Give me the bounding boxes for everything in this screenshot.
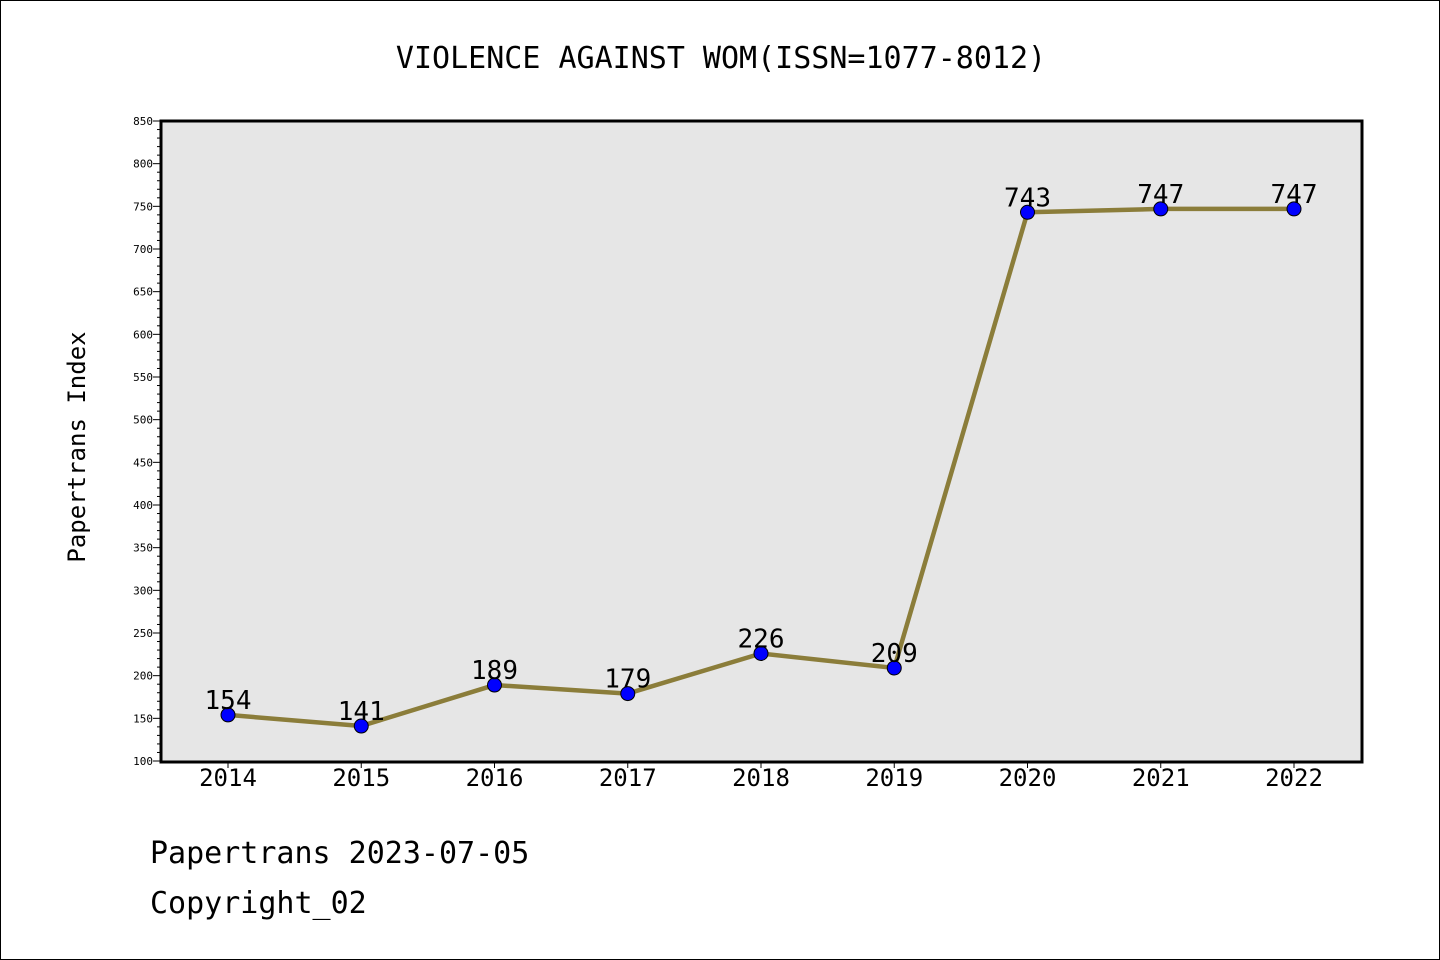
- footer-copyright: Copyright_02: [150, 886, 367, 921]
- y-tick-label: 200: [133, 670, 153, 683]
- data-label: 209: [871, 639, 918, 669]
- y-tick-label: 800: [133, 158, 153, 171]
- y-tick-label: 700: [133, 243, 153, 256]
- y-tick-label: 650: [133, 286, 153, 299]
- x-tick-label: 2017: [599, 764, 657, 792]
- y-tick-label: 400: [133, 499, 153, 512]
- data-label: 747: [1137, 180, 1184, 210]
- y-tick-label: 500: [133, 414, 153, 427]
- x-tick-label: 2019: [865, 764, 923, 792]
- data-point: [487, 677, 502, 693]
- data-label: 743: [1004, 183, 1051, 213]
- data-label: 141: [338, 697, 385, 727]
- x-tick-label: 2021: [1132, 764, 1190, 792]
- y-axis: 100 150 200 250 300 350 400 450 500 550 600 650 700 7…: [133, 115, 161, 768]
- x-tick-label: 2014: [199, 764, 257, 792]
- data-label: 179: [604, 665, 651, 695]
- y-tick-label: 750: [133, 200, 153, 213]
- y-tick-label: 550: [133, 371, 153, 384]
- y-tick-label: 250: [133, 627, 153, 640]
- y-tick-label: 100: [133, 755, 153, 768]
- data-point: [753, 645, 769, 661]
- x-tick-label: 2018: [732, 764, 790, 792]
- y-tick-label: 850: [133, 115, 153, 128]
- data-point: [1020, 204, 1035, 220]
- data-label: 226: [738, 624, 785, 654]
- data-point: [1153, 201, 1169, 217]
- x-tick-label: 2015: [332, 764, 390, 792]
- data-point: [1286, 201, 1302, 217]
- plot-area: [159, 119, 1364, 764]
- x-tick-label: 2022: [1265, 764, 1323, 792]
- y-tick-label: 350: [133, 542, 153, 555]
- x-axis: 2014 2015 2016 2017 2018 2019 2020 2021 2022: [199, 762, 1323, 792]
- data-label: 747: [1271, 180, 1318, 210]
- data-label: 154: [205, 686, 252, 716]
- data-point: [886, 660, 902, 676]
- y-tick-label: 150: [133, 712, 153, 725]
- data-point: [620, 686, 636, 702]
- y-tick-label: 600: [133, 328, 153, 341]
- y-axis-label: Papertrans Index: [63, 331, 91, 562]
- series-group: 154 141 189 179 226 209 743 747 747: [205, 180, 1318, 734]
- data-label: 189: [471, 656, 518, 686]
- data-point: [353, 718, 369, 734]
- x-tick-label: 2020: [999, 764, 1057, 792]
- x-tick-label: 2016: [466, 764, 524, 792]
- chart-title: VIOLENCE AGAINST WOM(ISSN=1077-8012): [396, 41, 1046, 76]
- data-point: [220, 707, 236, 723]
- y-tick-label: 300: [133, 584, 153, 597]
- y-tick-label: 450: [133, 456, 153, 469]
- footer-date: Papertrans 2023-07-05: [150, 836, 530, 871]
